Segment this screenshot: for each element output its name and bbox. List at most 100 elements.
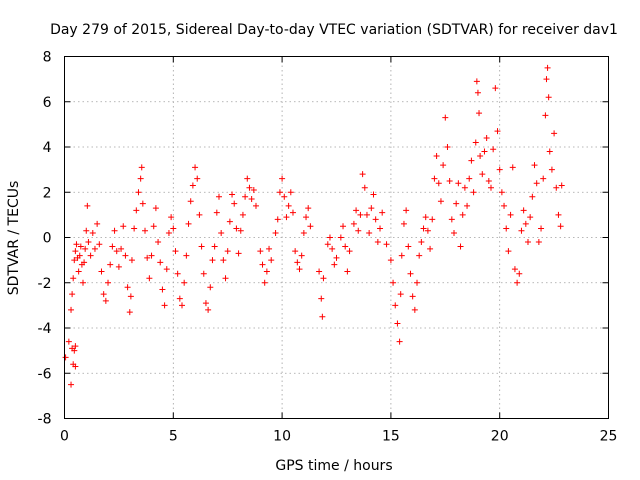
data-point xyxy=(538,225,545,232)
data-point xyxy=(120,223,127,230)
data-point xyxy=(179,302,186,309)
data-point xyxy=(368,205,375,212)
data-point xyxy=(163,266,170,273)
data-point xyxy=(300,229,307,236)
data-point xyxy=(246,184,253,191)
data-point xyxy=(453,200,460,207)
data-point xyxy=(189,182,196,189)
data-point xyxy=(420,225,427,232)
data-point xyxy=(279,175,286,182)
data-point xyxy=(494,128,501,135)
x-tick-label: 10 xyxy=(273,429,291,445)
data-point xyxy=(261,279,268,286)
data-point xyxy=(531,162,538,169)
data-point xyxy=(294,259,301,266)
data-point xyxy=(73,241,80,248)
data-point xyxy=(518,227,525,234)
data-point xyxy=(91,245,98,252)
data-point xyxy=(540,175,547,182)
data-point xyxy=(146,275,153,282)
data-point xyxy=(71,347,78,354)
data-point xyxy=(509,164,516,171)
data-point xyxy=(483,134,490,141)
x-tick-label: 0 xyxy=(60,429,69,445)
data-point xyxy=(350,220,357,227)
data-point xyxy=(224,248,231,255)
data-point xyxy=(503,225,510,232)
data-point xyxy=(409,293,416,300)
data-point xyxy=(557,223,564,230)
data-point xyxy=(68,381,75,388)
data-point xyxy=(81,259,88,266)
y-axis-label: SDTVAR / TECUs xyxy=(6,181,22,296)
data-point xyxy=(414,279,421,286)
data-point xyxy=(281,193,288,200)
data-point xyxy=(466,175,473,182)
data-point xyxy=(481,148,488,155)
data-point xyxy=(235,250,242,257)
data-point xyxy=(474,89,481,96)
data-point xyxy=(187,198,194,205)
data-point xyxy=(215,193,222,200)
data-point xyxy=(490,146,497,153)
y-tick-label: -4 xyxy=(38,321,52,337)
data-point xyxy=(383,241,390,248)
data-point xyxy=(65,338,72,345)
data-point xyxy=(340,223,347,230)
data-point xyxy=(546,148,553,155)
data-point xyxy=(259,261,266,268)
data-point xyxy=(370,191,377,198)
data-point xyxy=(257,248,264,255)
data-point xyxy=(71,257,78,264)
data-point xyxy=(433,153,440,160)
data-point xyxy=(205,306,212,313)
data-point xyxy=(397,291,404,298)
data-point xyxy=(89,229,96,236)
data-point xyxy=(111,227,118,234)
data-point xyxy=(152,205,159,212)
data-point xyxy=(192,164,199,171)
data-point xyxy=(470,189,477,196)
data-point xyxy=(239,211,246,218)
data-point xyxy=(353,207,360,214)
y-tick-label: 2 xyxy=(43,185,52,201)
data-point xyxy=(248,196,255,203)
data-point xyxy=(307,223,314,230)
data-point xyxy=(455,180,462,187)
data-point xyxy=(168,214,175,221)
data-point xyxy=(440,162,447,169)
data-point xyxy=(272,229,279,236)
data-point xyxy=(514,279,521,286)
data-point xyxy=(115,263,122,270)
data-point xyxy=(75,268,82,275)
data-point xyxy=(62,354,69,361)
data-point xyxy=(400,220,407,227)
data-point xyxy=(128,257,135,264)
data-point xyxy=(98,268,105,275)
data-point xyxy=(185,220,192,227)
data-point xyxy=(176,295,183,302)
data-point xyxy=(68,306,75,313)
data-point xyxy=(242,193,249,200)
data-point xyxy=(372,216,379,223)
data-point xyxy=(274,216,281,223)
data-point xyxy=(124,284,131,291)
data-point xyxy=(387,257,394,264)
data-point xyxy=(135,189,142,196)
data-point xyxy=(468,157,475,164)
y-tick-label: -6 xyxy=(38,366,52,382)
data-point xyxy=(403,207,410,214)
data-point xyxy=(172,248,179,255)
data-point xyxy=(533,180,540,187)
data-point xyxy=(457,243,464,250)
data-point xyxy=(266,245,273,252)
data-point xyxy=(505,248,512,255)
data-point xyxy=(194,175,201,182)
data-point xyxy=(305,205,312,212)
data-point xyxy=(218,229,225,236)
data-point xyxy=(411,306,418,313)
data-point xyxy=(516,270,523,277)
data-point xyxy=(333,254,340,261)
data-point xyxy=(252,202,259,209)
